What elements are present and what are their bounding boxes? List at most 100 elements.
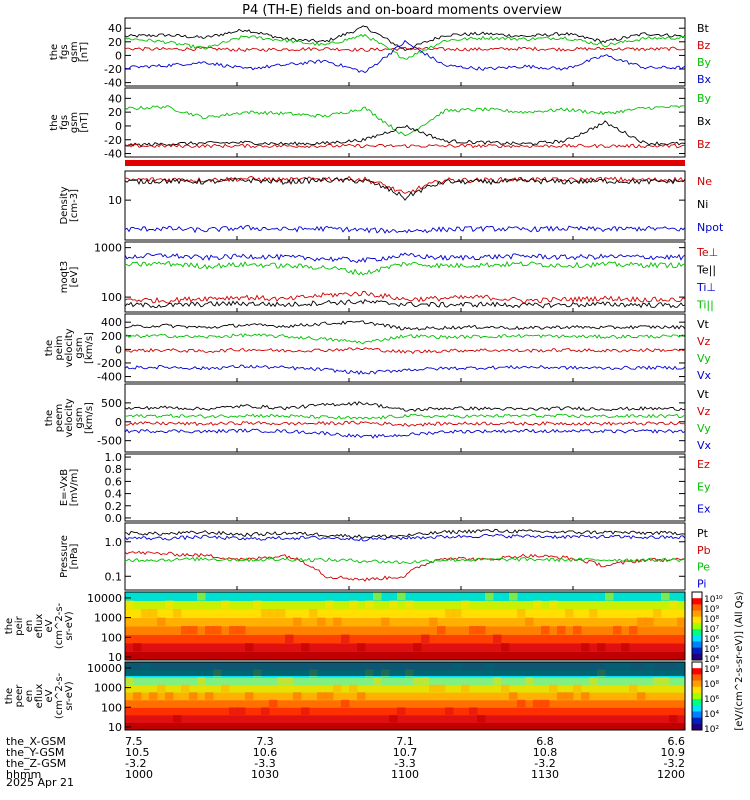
legend-Vx: Vx <box>697 439 712 452</box>
spectrogram-1: 10000 1000 100 10 the peir en eflux eV (cm^2-s-sr… <box>4 591 686 664</box>
spectrogram-cell <box>285 677 294 685</box>
spectrogram-cell <box>509 592 518 601</box>
spectrogram-cell <box>573 684 582 693</box>
spectrogram-2: 10000 1000 100 10 the peer en eflux eV (cm^2-s-sr… <box>4 661 686 734</box>
spectrogram-cell <box>301 643 310 652</box>
legend-Ni: Ni <box>697 198 708 211</box>
y-tick-label: 10000 <box>87 662 122 675</box>
spectrogram-cell <box>533 600 542 609</box>
series-line-Bx <box>124 120 686 148</box>
spectrogram-cell <box>285 634 294 643</box>
spectrogram-cell <box>405 600 414 609</box>
y-axis-label: eflux <box>34 614 45 639</box>
legend-Ti||: Ti|| <box>696 299 714 312</box>
spectrogram-cell <box>549 684 558 693</box>
spectrogram-cell <box>333 617 342 626</box>
panel-6: 500 0 -500 the peem velocity gsm [km/s] Vt Vz Vy Vx <box>44 383 712 453</box>
spectrogram-cell <box>245 643 254 652</box>
spectrogram-cell <box>157 684 166 693</box>
y-axis-label: moqt3 <box>59 261 70 294</box>
spectrogram-cell <box>373 592 382 601</box>
y-axis-label: [cm-3] <box>69 189 80 222</box>
spectrogram-band <box>125 692 685 701</box>
spectrogram-cell <box>381 617 390 626</box>
colorbar-swatch <box>692 622 702 630</box>
colorbar-tick-label: 10⁷ <box>704 625 719 635</box>
y-tick-label: 400 <box>101 316 122 329</box>
spectrogram-cell <box>245 692 254 700</box>
spectrogram-cell <box>597 643 606 652</box>
spectrogram-cell <box>557 692 566 700</box>
y-axis-label: Pressure <box>59 535 70 578</box>
spectrogram-cell <box>229 626 238 635</box>
spectrogram-cell <box>437 626 446 635</box>
spectrogram-cell <box>421 634 430 643</box>
spectrogram-cell <box>197 677 206 685</box>
spectrogram-frame <box>124 591 686 661</box>
spectrogram-cell <box>613 626 622 635</box>
spectrogram-cell <box>309 609 318 618</box>
y-axis-label: the <box>4 688 15 704</box>
series-line-Pe <box>124 556 686 565</box>
spectrogram-cell <box>269 609 278 618</box>
spectrogram-cell <box>357 692 366 700</box>
x-row-value: -3.2 <box>664 757 685 770</box>
y-axis-label: gsm <box>74 407 85 428</box>
y-axis-label: the <box>49 114 60 130</box>
spectrogram-cell <box>421 677 430 685</box>
spectrogram-cell <box>261 707 270 715</box>
spectrogram-cell <box>397 707 406 715</box>
spectrogram-cell <box>229 707 238 715</box>
spectrogram-cell <box>325 692 334 700</box>
spectrogram-cell <box>165 600 174 609</box>
colorbar-swatch <box>692 635 702 642</box>
panel-frame <box>124 17 686 87</box>
spectrogram-cell <box>413 643 422 652</box>
legend-Ti⊥: Ti⊥ <box>696 281 716 294</box>
spectrogram-cell <box>133 643 142 652</box>
legend-Vx: Vx <box>697 369 712 382</box>
colorbar-tick-label: 10⁹ <box>704 605 719 615</box>
series-line-By <box>124 33 686 60</box>
spectrogram-cell <box>501 684 510 693</box>
y-axis-label: peem <box>54 404 65 432</box>
colorbar-tick-label: 10⁴ <box>704 710 719 720</box>
y-axis-label: peim <box>54 335 65 360</box>
spectrogram-cell <box>493 677 502 685</box>
y-tick-label: 100 <box>101 701 122 714</box>
x-row-label: hhmm <box>6 768 41 781</box>
panel-7: 1.00.80.60.40.20.0 E=-VxB [mV/m] Ez Ey Ex <box>59 451 711 525</box>
x-row-value: -3.3 <box>394 757 415 770</box>
x-row-label: the_Z-GSM <box>6 757 66 770</box>
legend-Vt: Vt <box>697 388 710 401</box>
spectrogram-cell <box>557 626 566 635</box>
spectrogram-cell <box>653 609 662 618</box>
spectrogram-cell <box>541 699 550 708</box>
spectrogram-cell <box>181 684 190 693</box>
x-axis-annotations: the_X-GSM 7.5 7.3 7.1 6.8 6.6 the_Y-GSM 10.5 10.… <box>6 735 685 781</box>
spectrogram-band <box>125 643 685 652</box>
spectrogram-cell <box>629 684 638 693</box>
y-tick-label: 40 <box>108 92 122 105</box>
y-tick-label: 0 <box>115 49 122 62</box>
spectrogram-cell <box>589 609 598 618</box>
y-axis-label: (cm^2-s- <box>54 602 65 649</box>
y-tick-label: -40 <box>104 148 122 161</box>
y-tick-label: 1000 <box>94 242 122 255</box>
spectrogram-cell <box>621 643 630 652</box>
spectrogram-cell <box>517 699 526 708</box>
spectrogram-cell <box>645 617 654 626</box>
spectrogram-cell <box>253 600 262 609</box>
y-axis-label: peir <box>14 615 25 635</box>
spectrogram-cell <box>661 592 670 601</box>
spectrogram-cell <box>149 692 158 700</box>
spectrogram-cell <box>181 626 190 635</box>
colorbar-swatch <box>692 674 702 682</box>
series-line-Ti|| <box>124 260 686 276</box>
colorbar-swatch <box>692 680 702 688</box>
spectrogram-cell <box>429 684 438 693</box>
spectrogram-cell <box>469 626 478 635</box>
legend-Pt: Pt <box>697 527 709 540</box>
